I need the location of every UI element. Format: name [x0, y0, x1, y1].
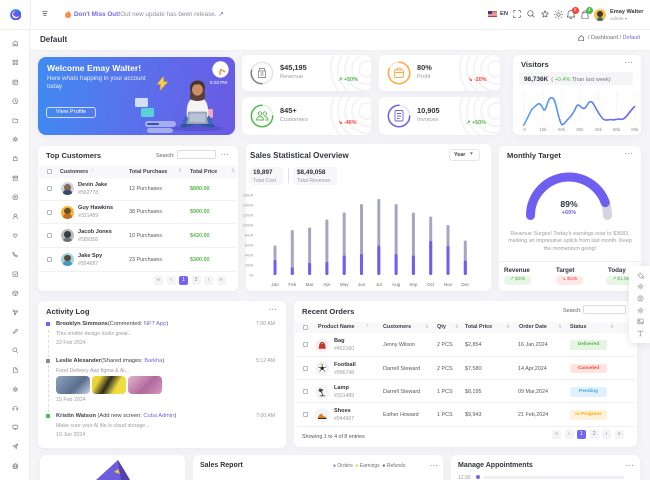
svg-text:30k: 30k [576, 127, 584, 132]
svg-text:Jan: Jan [271, 282, 279, 287]
svg-text:400k: 400k [245, 253, 254, 258]
svg-text:Feb: Feb [288, 282, 296, 287]
svg-text:Sep: Sep [409, 282, 418, 287]
svg-text:800k: 800k [245, 233, 254, 238]
svg-text:1200k: 1200k [243, 213, 254, 218]
svg-text:Jun: Jun [358, 282, 366, 287]
svg-text:10k: 10k [539, 127, 547, 132]
svg-text:Oct: Oct [427, 282, 435, 287]
svg-text:200k: 200k [245, 263, 254, 268]
svg-text:1400k: 1400k [243, 203, 254, 208]
svg-text:Mar: Mar [306, 282, 314, 287]
svg-text:Aug: Aug [392, 282, 401, 287]
svg-text:0k: 0k [249, 273, 253, 278]
svg-text:20k: 20k [558, 127, 566, 132]
svg-text:0: 0 [523, 127, 526, 132]
svg-text:600k: 600k [245, 243, 254, 248]
svg-text:60k: 60k [631, 127, 639, 132]
svg-text:50k: 50k [613, 127, 621, 132]
svg-text:Jul: Jul [376, 282, 382, 287]
svg-text:May: May [340, 282, 349, 287]
svg-text:1600k: 1600k [243, 193, 254, 198]
svg-text:1000k: 1000k [243, 223, 254, 228]
svg-text:Nov: Nov [444, 282, 453, 287]
svg-text:Dec: Dec [461, 282, 470, 287]
svg-text:40k: 40k [594, 127, 602, 132]
svg-text:Apr: Apr [323, 282, 331, 287]
